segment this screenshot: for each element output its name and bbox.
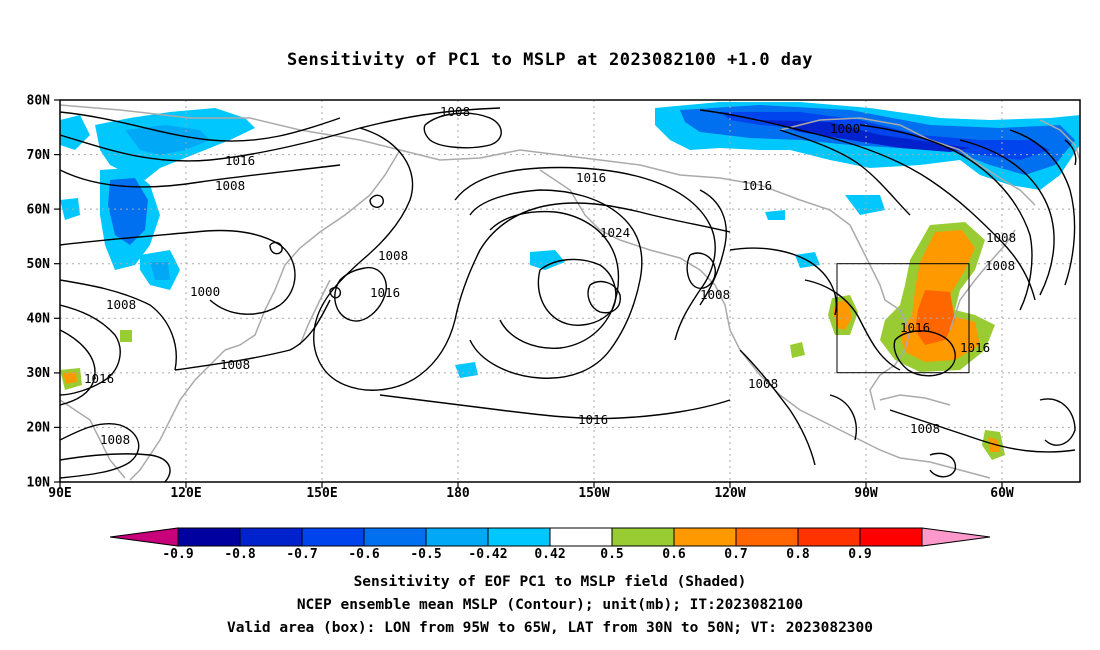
contour-label: 1008 <box>378 248 408 263</box>
contour-label: 1008 <box>700 287 730 302</box>
map-frame <box>59 99 1081 483</box>
contour-label: 1008 <box>748 376 778 391</box>
contour-label: 1008 <box>220 357 250 372</box>
colorbar-tick-label: -0.5 <box>410 547 441 562</box>
colorbar-over-triangle <box>921 527 991 547</box>
colorbar-tick-label: 0.7 <box>724 547 747 562</box>
caption-line-1: Sensitivity of EOF PC1 to MSLP field (Sh… <box>353 574 747 590</box>
colorbar-tick-label: 0.6 <box>662 547 686 562</box>
contour-label: 1016 <box>84 371 114 386</box>
lat-label: 80N <box>27 94 51 109</box>
contour-label: 1016 <box>578 412 608 427</box>
lon-label: 180 <box>446 486 470 501</box>
lat-label: 50N <box>27 257 51 272</box>
coastlines <box>60 104 1080 481</box>
contour-label: 1016 <box>960 340 990 355</box>
lat-label: 40N <box>27 312 51 327</box>
colorbar-cell <box>673 527 737 547</box>
colorbar: -0.9 -0.8 -0.7 -0.6 -0.5 -0.42 0.42 0.5 0.6 0.7 0.… <box>109 527 991 562</box>
colorbar-cell <box>301 527 365 547</box>
colorbar-tick-label: -0.6 <box>348 547 379 562</box>
lon-label: 90E <box>48 486 71 501</box>
lon-label: 60W <box>990 486 1014 501</box>
lon-label: 150W <box>578 486 609 501</box>
colorbar-tick-label: 0.8 <box>786 547 810 562</box>
valid-area-box <box>836 263 970 374</box>
colorbar-cell <box>735 527 799 547</box>
contour-label: 1008 <box>910 421 940 436</box>
caption-line-3: Valid area (box): LON from 95W to 65W, L… <box>226 620 873 636</box>
colorbar-cell <box>177 527 241 547</box>
colorbar-cell <box>425 527 489 547</box>
contour-label: 1008 <box>985 258 1015 273</box>
lat-label: 30N <box>27 366 51 381</box>
colorbar-tick-label: -0.42 <box>468 547 507 562</box>
colorbar-cell <box>549 527 613 547</box>
colorbar-cell <box>363 527 427 547</box>
contour-label: 1016 <box>370 285 400 300</box>
lon-label: 120E <box>170 486 201 501</box>
contour-label: 1016 <box>742 178 772 193</box>
colorbar-under-triangle <box>109 527 179 547</box>
colorbar-tick-label: -0.8 <box>224 547 255 562</box>
colorbar-tick-label: 0.42 <box>534 547 565 562</box>
contour-label: 1008 <box>106 297 136 312</box>
lon-label: 150E <box>306 486 337 501</box>
latitude-labels: 80N 70N 60N 50N 40N 30N 20N 10N <box>27 94 51 491</box>
contour-label: 1000 <box>190 284 220 299</box>
contour-label: 1016 <box>225 153 255 168</box>
axis-ticks <box>54 99 1003 488</box>
colorbar-tick-label: -0.7 <box>286 547 317 562</box>
contour-label: 1016 <box>576 170 606 185</box>
lat-label: 20N <box>27 421 51 436</box>
lon-label: 90W <box>854 486 878 501</box>
contour-labels: 1008 1016 1008 1000 1016 1024 1016 1008 … <box>84 104 1016 447</box>
map-area: 1008 1016 1008 1000 1016 1024 1016 1008 … <box>60 100 1080 482</box>
contour-label: 1008 <box>986 230 1016 245</box>
lat-label: 10N <box>27 476 51 491</box>
contour-label: 1008 <box>100 432 130 447</box>
colorbar-tick-label: 0.9 <box>848 547 871 562</box>
map-grid <box>60 100 1080 482</box>
lat-label: 60N <box>27 203 51 218</box>
colorbar-cell <box>239 527 303 547</box>
colorbar-cell <box>797 527 861 547</box>
colorbar-tick-label: 0.5 <box>600 547 623 562</box>
contour-label: 1024 <box>600 225 630 240</box>
contour-label: 1016 <box>900 320 930 335</box>
contour-label: 1008 <box>440 104 470 119</box>
lon-label: 120W <box>714 486 745 501</box>
page-title: Sensitivity of PC1 to MSLP at 2023082100… <box>286 50 813 70</box>
colorbar-cell <box>859 527 923 547</box>
colorbar-cell <box>487 527 551 547</box>
lat-label: 70N <box>27 148 51 163</box>
mslp-contours <box>60 107 1077 482</box>
contour-label: 1008 <box>215 178 245 193</box>
colorbar-tick-label: -0.9 <box>162 547 193 562</box>
contour-label: 1000 <box>830 121 860 136</box>
caption-line-2: NCEP ensemble mean MSLP (Contour); unit(… <box>296 597 804 613</box>
colorbar-cell <box>611 527 675 547</box>
positive-sensitivity-shading <box>60 222 1005 460</box>
longitude-labels: 90E 120E 150E 180 150W 120W 90W 60W <box>48 486 1014 501</box>
